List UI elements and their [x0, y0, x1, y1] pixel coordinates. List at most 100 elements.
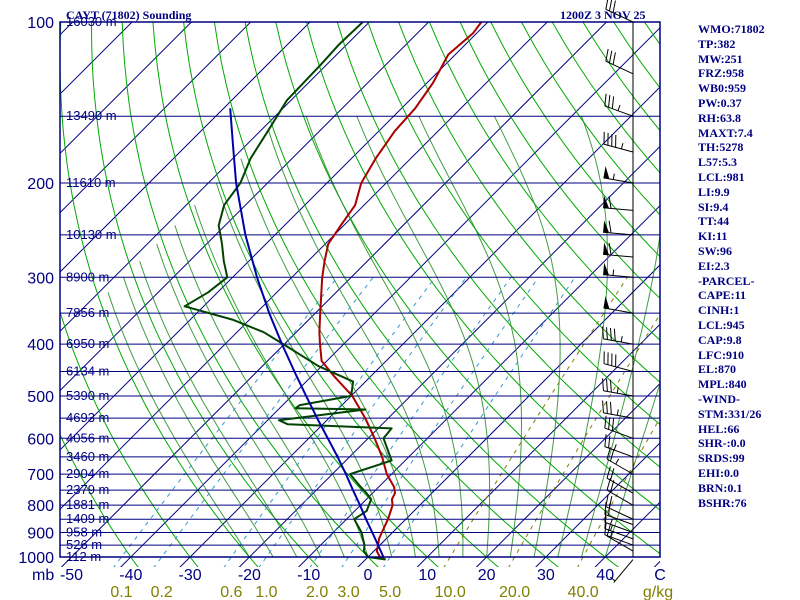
wind-barb: [603, 262, 634, 278]
pressure-tick-label: 300: [27, 270, 54, 287]
index-line: LFC:910: [698, 347, 744, 362]
moist-adiabat-line: [156, 243, 322, 558]
isotherm-line: [60, 22, 608, 567]
index-line: L57:5.3: [698, 155, 737, 170]
wind-barb: [606, 466, 634, 494]
wind-barb: [610, 559, 634, 583]
height-label: 1409 m: [66, 511, 109, 526]
isotherm-line: [475, 382, 660, 567]
moist-adiabat-line: [493, 115, 561, 558]
moist-adiabat-line: [557, 116, 609, 558]
temperature-tick-label: -20: [238, 567, 261, 584]
wind-barb: [604, 434, 634, 458]
height-label: 7856 m: [66, 305, 109, 320]
index-line: WMO:71802: [698, 22, 765, 36]
index-line: CAP:9.8: [698, 332, 742, 347]
sounding-title: CAYT (71802) Sounding: [66, 8, 192, 22]
index-line: CAPE:11: [698, 288, 746, 303]
moist-adiabat-line: [174, 225, 345, 558]
index-line: BSHR:76: [698, 495, 747, 510]
index-line: PW:0.37: [698, 95, 742, 110]
height-label: 5390 m: [66, 388, 109, 403]
isotherm-line: [297, 204, 660, 567]
mixing-ratio-line: [383, 277, 576, 567]
wind-barb: [605, 0, 634, 23]
mixing-ratio-tick-label: 1.0: [255, 584, 277, 600]
moist-adiabat-line: [123, 277, 274, 558]
height-label: 1881 m: [66, 497, 109, 512]
temperature-profile: [318, 22, 483, 561]
mixing-ratio-tick-label: 2.0: [306, 584, 328, 600]
height-label: 11610 m: [66, 175, 116, 190]
height-label: 4056 m: [66, 430, 109, 445]
temperature-tick-label: 0: [364, 567, 373, 584]
moist-adiabat-line: [581, 231, 660, 558]
wind-barb: [603, 131, 634, 153]
index-line: SHR-:0.0: [698, 436, 746, 451]
height-label: 526 m: [66, 537, 102, 552]
temperature-tick-label: -10: [297, 567, 320, 584]
mixing-ratio-tick-label: 0.2: [151, 584, 173, 600]
height-label: 958 m: [66, 525, 102, 540]
wind-barb: [604, 509, 634, 533]
mixing-ratio-tick-label: 3.0: [337, 584, 359, 600]
isotherm-line: [238, 145, 660, 567]
index-line: STM:331/26: [698, 406, 762, 421]
temperature-tick-label: -50: [60, 567, 83, 584]
index-line: CINH:1: [698, 303, 740, 318]
index-line: HEL:66: [698, 421, 740, 436]
index-line: SI:9.4: [698, 199, 729, 214]
mixing-ratio-line: [113, 276, 338, 567]
moist-adiabat-line: [356, 116, 491, 558]
height-label: 10130 m: [66, 227, 117, 242]
temperature-tick-label: 30: [537, 567, 555, 584]
mixing-ratio-tick-label: 5.0: [379, 584, 401, 600]
mixing-ratio-line: [443, 277, 628, 567]
mixing-ratio-tick-label: 0.6: [220, 584, 242, 600]
pressure-tick-label: 100: [27, 15, 54, 32]
pressure-tick-label: 500: [27, 389, 54, 406]
wind-barb: [603, 242, 634, 258]
isotherm-line: [60, 22, 430, 392]
temperature-tick-label: -40: [119, 567, 142, 584]
isotherm-line: [60, 22, 489, 451]
pressure-tick-label: 600: [27, 431, 54, 448]
pressure-tick-label: 900: [27, 526, 54, 543]
moist-adiabat-line: [240, 158, 416, 558]
temperature-tick-label: 20: [478, 567, 496, 584]
isotherm-line: [60, 22, 371, 333]
mixing-ratio-tick-label: 0.1: [110, 584, 132, 600]
height-label: 13490 m: [66, 108, 117, 123]
wind-barb: [603, 220, 634, 236]
index-line: LI:9.9: [698, 184, 730, 199]
index-line: WB0:959: [698, 81, 746, 96]
mixing-ratio-line: [341, 277, 539, 567]
index-line: EI:2.3: [698, 258, 730, 273]
indices-panel: WMO:71802 TP:382 MW:251 FRZ:958 WB0:959 PW:0.…: [698, 22, 765, 510]
wind-barb: [603, 166, 634, 184]
moist-adiabat-line: [604, 381, 660, 558]
index-line: TH:5278: [698, 140, 744, 155]
wind-barb: [602, 400, 634, 419]
mixing-ratio-unit-label: g/kg: [643, 584, 673, 600]
isotherm-line: [535, 442, 660, 567]
index-line: LCL:945: [698, 317, 745, 332]
index-line: FRZ:958: [698, 66, 744, 81]
height-label: 4693 m: [66, 410, 109, 425]
mixing-ratio-line: [258, 277, 467, 567]
height-label: 8900 m: [66, 269, 109, 284]
wind-barb: [604, 415, 634, 439]
sounding-time: 1200Z 3 NOV 25: [560, 8, 646, 22]
index-line: LCL:981: [698, 169, 745, 184]
height-label: 3460 m: [66, 449, 109, 464]
temperature-tick-label: -30: [179, 567, 202, 584]
dewpoint-profile: [183, 22, 393, 561]
isotherm-line: [120, 27, 660, 567]
mixing-ratio-line: [309, 277, 512, 567]
height-label: 112 m: [66, 549, 101, 564]
wind-barb: [602, 378, 634, 397]
height-label: 2379 m: [66, 482, 109, 497]
index-line: TT:44: [698, 214, 730, 229]
temperature-axis-label: C: [654, 567, 666, 584]
